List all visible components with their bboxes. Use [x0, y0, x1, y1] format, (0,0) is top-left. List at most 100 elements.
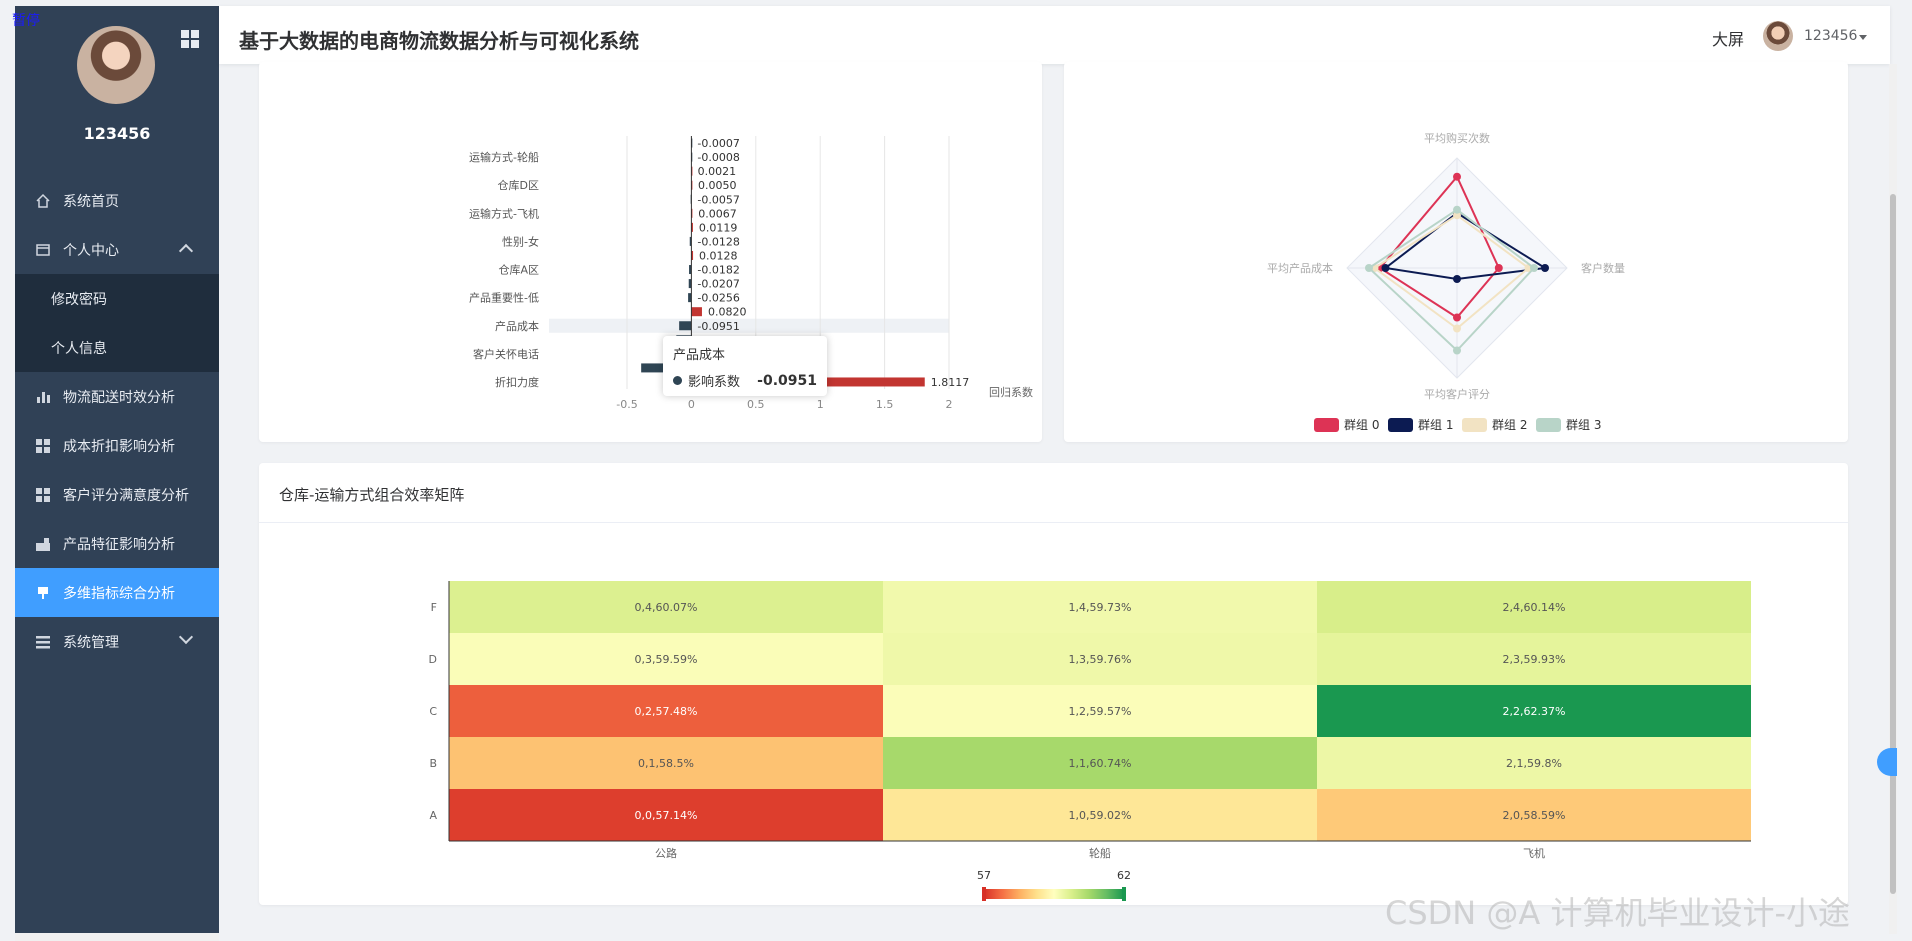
flag-icon — [38, 586, 48, 599]
tooltip-value: -0.0951 — [757, 372, 817, 389]
menu-item-product-feature[interactable]: 产品特征影响分析 — [15, 519, 219, 568]
series-dot-icon — [673, 376, 682, 385]
radar-point — [1453, 313, 1461, 322]
hover-band — [549, 318, 949, 333]
menu-item-logistics-delivery[interactable]: 物流配送时效分析 — [15, 372, 219, 421]
menu-label: 修改密码 — [51, 291, 107, 308]
y-tick-label: C — [429, 705, 437, 718]
x-tick-label: 轮船 — [1089, 846, 1111, 860]
collapse-toggle-button[interactable] — [1877, 748, 1897, 776]
heatmap-cell — [883, 737, 1317, 789]
chart-icon — [36, 537, 50, 551]
menu-item-customer-rating[interactable]: 客户评分满意度分析 — [15, 470, 219, 519]
legend-label: 群组 0 — [1344, 418, 1379, 432]
menu-label: 系统管理 — [63, 634, 119, 651]
data-label: -0.0128 — [697, 235, 739, 248]
menu-label: 个人中心 — [63, 242, 119, 259]
data-label: 0.0820 — [708, 306, 747, 319]
data-label: 0.0067 — [698, 207, 737, 220]
heatmap-cell-label: 1,4,59.73% — [1069, 601, 1132, 614]
chart-tooltip: 产品成本 影响系数 -0.0951 — [663, 336, 827, 396]
heatmap-cell-label: 0,1,58.5% — [638, 757, 694, 770]
y-tick-label: 运输方式-飞机 — [469, 206, 539, 220]
y-tick-label: 客户关怀电话 — [473, 347, 539, 361]
grid-toggle-icon[interactable] — [179, 28, 201, 50]
heatmap-cell — [1317, 737, 1751, 789]
x-tick-label: 2 — [946, 398, 953, 411]
coefficient-bar-chart: -0.500.511.52回归系数1.8117-0.39-0.12-0.1172… — [469, 136, 1033, 411]
bar — [691, 222, 693, 232]
tooltip-title: 产品成本 — [673, 348, 726, 363]
y-tick-label: A — [429, 809, 437, 822]
data-label: -0.0057 — [697, 193, 739, 206]
bar — [691, 250, 694, 260]
data-label: 0.0021 — [698, 165, 737, 178]
y-tick-label: D — [429, 653, 437, 666]
heatmap-cell-label: 0,2,57.48% — [635, 705, 698, 718]
y-tick-label: 仓库A区 — [498, 263, 539, 277]
heatmap-cell-label: 2,2,62.37% — [1503, 705, 1566, 718]
heatmap-card-header: 仓库-运输方式组合效率矩阵 — [259, 463, 1848, 523]
radar-point — [1453, 324, 1461, 333]
heatmap-cell — [449, 633, 883, 685]
menu-item-cost-discount[interactable]: 成本折扣影响分析 — [15, 421, 219, 470]
menu-item-personal-info[interactable]: 个人信息 — [15, 323, 219, 372]
scrollbar-thumb[interactable] — [1890, 194, 1896, 894]
tooltip-series: 影响系数 — [688, 375, 741, 390]
menu-item-home[interactable]: 系统首页 — [15, 176, 219, 225]
bar — [688, 293, 692, 303]
y-tick-label: 运输方式-轮船 — [469, 150, 539, 164]
y-tick-label: 产品成本 — [495, 319, 539, 333]
list-icon — [36, 635, 50, 648]
data-label: 0.0050 — [698, 179, 737, 192]
legend-label: 群组 1 — [1418, 418, 1453, 432]
big-screen-link[interactable]: 大屏 — [1712, 30, 1745, 49]
radar-point — [1541, 264, 1549, 272]
bar — [691, 180, 693, 190]
header-avatar[interactable] — [1763, 21, 1793, 51]
menu-item-system-management[interactable]: 系统管理 — [15, 617, 219, 666]
header-username[interactable]: 123456 — [1804, 28, 1858, 44]
side-menu: 系统首页 个人中心 修改密码 个人信息 物流配送时效分析 — [15, 176, 219, 666]
menu-label: 个人信息 — [51, 340, 107, 357]
menu-item-personal-center[interactable]: 个人中心 — [15, 225, 219, 274]
heatmap-cell-label: 2,3,59.93% — [1503, 653, 1566, 666]
radar-point — [1453, 211, 1461, 220]
heatmap-cell — [449, 789, 883, 841]
bar — [691, 307, 702, 317]
sidebar-username: 123456 — [83, 124, 151, 143]
data-label: -0.0007 — [697, 137, 739, 150]
visual-map-handle-max — [1122, 887, 1126, 901]
menu-item-change-password[interactable]: 修改密码 — [15, 274, 219, 323]
data-label: -0.0008 — [697, 151, 739, 164]
watermark: CSDN @A 计算机毕业设计-小途 — [1385, 894, 1851, 932]
avatar[interactable] — [77, 26, 155, 104]
radar-point — [1365, 264, 1373, 272]
tooltip-row: 影响系数 -0.0951 — [673, 371, 817, 390]
y-tick-label: 仓库D区 — [498, 178, 539, 192]
heatmap-cell-label: 2,0,58.59% — [1503, 809, 1566, 822]
sidebar-horizontal-scrollbar[interactable] — [15, 933, 219, 941]
y-tick-label: 性别-女 — [502, 234, 539, 248]
heatmap-cell — [449, 685, 883, 737]
heatmap-cell — [449, 737, 883, 789]
heatmap-cell-label: 1,2,59.57% — [1069, 705, 1132, 718]
legend-swatch — [1462, 418, 1487, 432]
menu-item-multi-dimension[interactable]: 多维指标综合分析 — [15, 568, 219, 617]
heatmap-cell — [449, 581, 883, 633]
chevron-down-icon — [178, 629, 194, 645]
pause-label[interactable]: 暂停 — [12, 13, 40, 29]
heatmap-card: 仓库-运输方式组合效率矩阵 0,0,57.14% 0,1,58.5% 0,2,57.… — [259, 463, 1848, 905]
x-tick-label: 1 — [817, 398, 824, 411]
heatmap-cell — [883, 581, 1317, 633]
heatmap-cell-label: 2,4,60.14% — [1503, 601, 1566, 614]
grid-icon — [36, 487, 50, 502]
menu-label: 多维指标综合分析 — [63, 585, 175, 602]
caret-down-icon[interactable] — [1859, 35, 1867, 40]
heatmap-title: 仓库-运输方式组合效率矩阵 — [279, 486, 465, 504]
visual-map-min-label: 57 — [977, 869, 991, 882]
vertical-scrollbar[interactable] — [1889, 64, 1897, 934]
visual-map-bar — [984, 889, 1124, 899]
heatmap-cell-label: 1,1,60.74% — [1069, 757, 1132, 770]
